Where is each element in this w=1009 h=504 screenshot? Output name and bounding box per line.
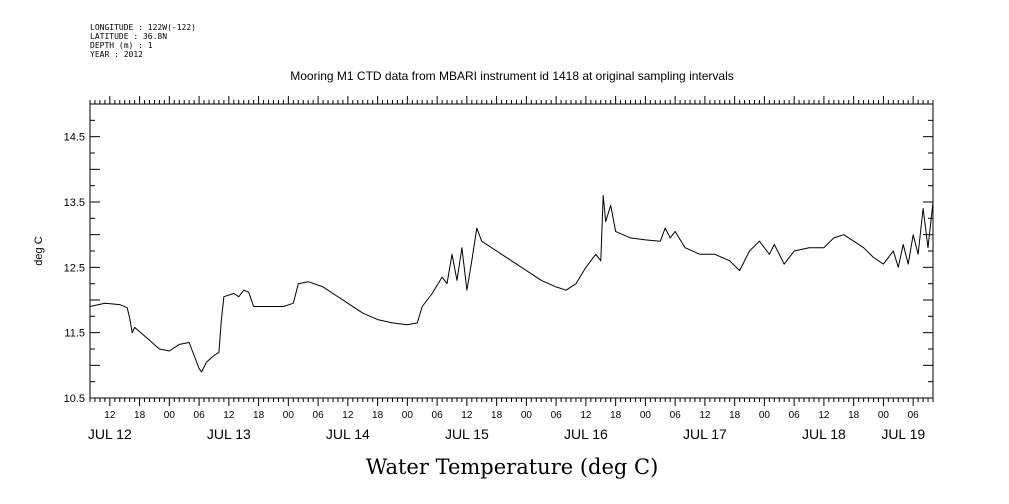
meta-block: LONGITUDE : 122W(-122) LATITUDE : 36.8N …: [90, 23, 196, 59]
x-hour-label: 00: [759, 410, 771, 421]
x-hour-label: 06: [194, 410, 206, 421]
x-hour-label: 06: [313, 410, 325, 421]
chart-title: Mooring M1 CTD data from MBARI instrumen…: [290, 69, 734, 83]
meta-line-year: YEAR : 2012: [90, 50, 143, 59]
x-hour-label: 18: [253, 410, 265, 421]
x-hour-label: 18: [372, 410, 384, 421]
y-tick-label: 12.5: [64, 262, 85, 274]
x-hour-label: 06: [432, 410, 444, 421]
x-hour-label: 00: [878, 410, 890, 421]
x-hour-label: 06: [908, 410, 920, 421]
x-axis-label: Water Temperature (deg C): [366, 455, 659, 479]
x-day-label: JUL 18: [802, 426, 846, 442]
series-line-0: [89, 116, 934, 373]
x-day-label: JUL 14: [326, 426, 370, 442]
y-tick-label: 14.5: [64, 132, 85, 144]
y-tick-label: 11.5: [64, 328, 85, 340]
x-hour-label: 18: [610, 410, 622, 421]
x-day-label: JUL 15: [445, 426, 489, 442]
x-hour-label: 06: [789, 410, 801, 421]
axis-ticks: [89, 96, 934, 406]
meta-line-longitude: LONGITUDE : 122W(-122): [90, 23, 196, 32]
x-day-label: JUL 12: [88, 426, 132, 442]
x-day-label: JUL 13: [207, 426, 251, 442]
x-hour-label: 18: [848, 410, 860, 421]
x-hour-label: 12: [461, 410, 473, 421]
y-axis-label: deg C: [33, 236, 45, 265]
x-day-label: JUL 19: [881, 426, 925, 442]
x-hour-label: 00: [283, 410, 295, 421]
meta-line-depth: DEPTH (m) : 1: [90, 41, 153, 50]
x-hour-label: 12: [223, 410, 235, 421]
x-hour-label: 12: [342, 410, 354, 421]
x-hour-label: 00: [640, 410, 652, 421]
y-tick-label: 10.5: [64, 393, 85, 405]
x-hour-label: 18: [134, 410, 146, 421]
meta-line-latitude: LATITUDE : 36.8N: [90, 32, 167, 41]
x-hour-label: 12: [699, 410, 711, 421]
x-hour-label: 18: [491, 410, 503, 421]
x-hour-label: 00: [402, 410, 414, 421]
y-tick-labels: 10.5 11.5 12.5 13.5 14.5: [64, 132, 85, 405]
series-layer: [89, 116, 934, 373]
x-tick-labels: 12 18 00 06 12 18 00 06 12 18 00 06 12 18 00 06 12 18 00 06…: [88, 410, 925, 442]
x-hour-label: 12: [580, 410, 592, 421]
x-hour-label: 00: [164, 410, 176, 421]
x-day-label: JUL 16: [564, 426, 608, 442]
y-tick-label: 13.5: [64, 197, 85, 209]
x-hour-label: 18: [729, 410, 741, 421]
x-hour-label: 06: [670, 410, 682, 421]
x-hour-label: 12: [104, 410, 116, 421]
x-hour-label: 12: [818, 410, 830, 421]
x-day-label: JUL 17: [683, 426, 727, 442]
x-hour-label: 00: [521, 410, 533, 421]
x-hour-label: 06: [551, 410, 563, 421]
